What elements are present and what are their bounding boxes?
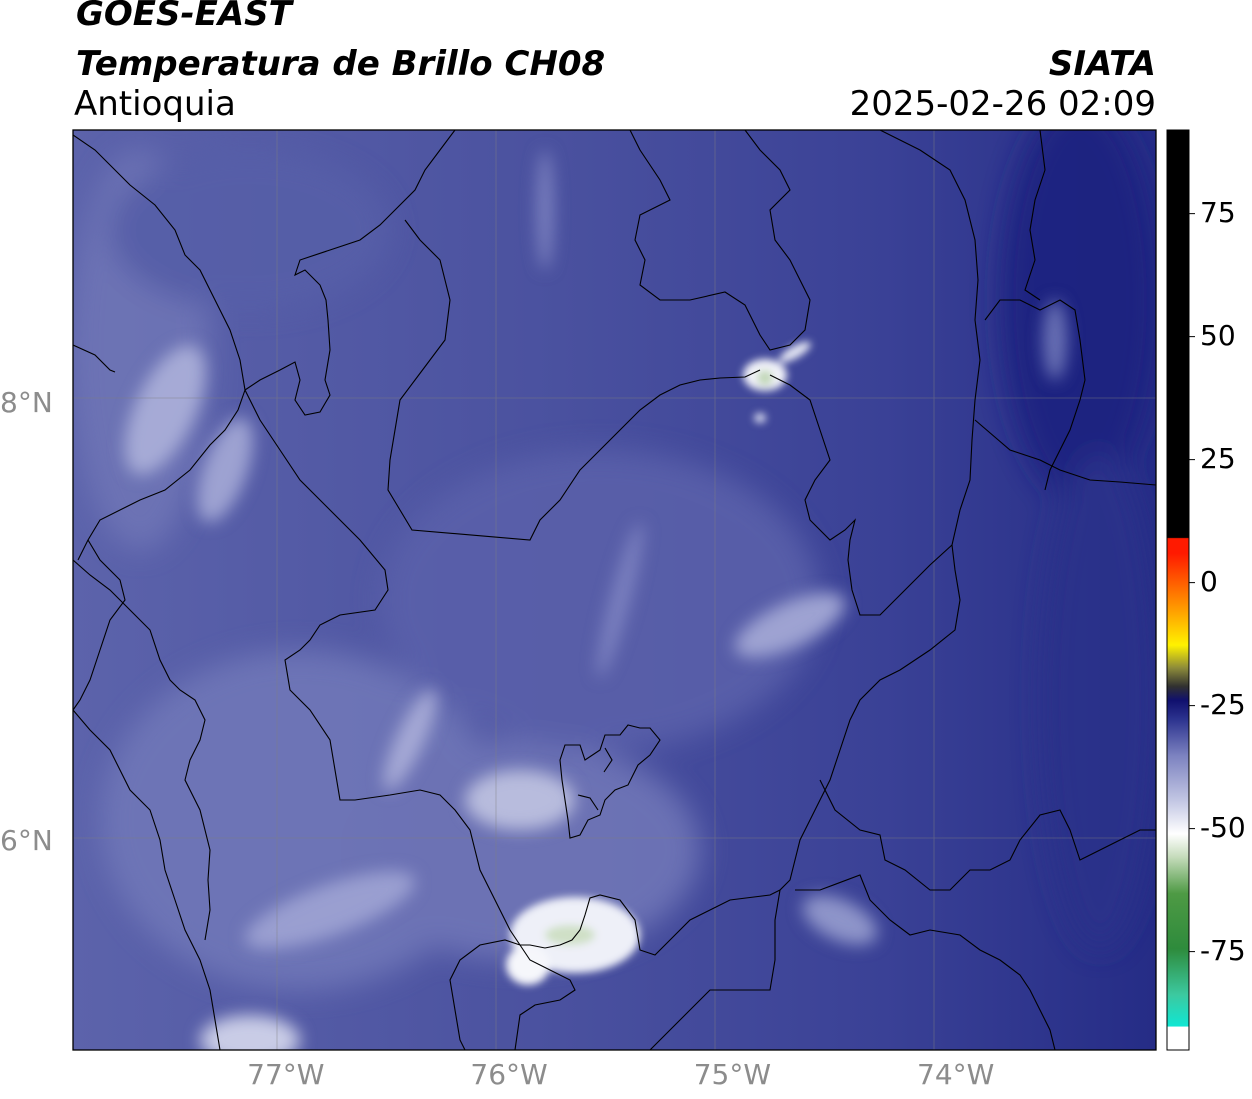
gridlines bbox=[73, 130, 1156, 1050]
border-west bbox=[73, 559, 211, 941]
border-choco-north bbox=[73, 539, 126, 711]
border-magdalena bbox=[879, 130, 981, 546]
boundaries bbox=[73, 130, 1156, 1050]
colorbar-tick-label: -25 bbox=[1200, 687, 1246, 721]
border-south-1 bbox=[819, 779, 1156, 891]
colorbar-tick-marks bbox=[1189, 213, 1195, 953]
satellite-title: GOES-EAST bbox=[76, 0, 292, 34]
map-frame bbox=[72, 129, 1157, 1051]
border-south-5 bbox=[514, 944, 576, 1050]
coastline-gulf bbox=[73, 344, 116, 373]
border-east bbox=[520, 374, 961, 956]
temperature-field bbox=[73, 130, 1156, 1050]
colorbar-frame bbox=[1166, 129, 1190, 1051]
colorbar-tick-label: 25 bbox=[1200, 441, 1236, 475]
colorbar-tick-label: 50 bbox=[1200, 318, 1236, 352]
product-title: Temperatura de Brillo CH08 bbox=[76, 44, 606, 84]
border-bolivar bbox=[629, 130, 811, 351]
colorbar bbox=[1167, 130, 1189, 1050]
x-tick-label: 76°W bbox=[470, 1058, 548, 1091]
y-tick-label: 8°N bbox=[0, 385, 53, 419]
y-tick-label: 6°N bbox=[0, 823, 53, 857]
border-santander-2 bbox=[984, 299, 1086, 491]
organization-label: SIATA bbox=[1048, 44, 1156, 84]
colorbar-tick-label: -50 bbox=[1200, 810, 1246, 844]
datetime-label: 2025-02-26 02:09 bbox=[849, 84, 1156, 124]
border-south-4 bbox=[449, 939, 521, 1050]
border-boyaca bbox=[1024, 130, 1046, 301]
border-choco bbox=[244, 389, 521, 946]
colorbar-tick-label: -75 bbox=[1200, 933, 1246, 967]
colorbar-tick-label: 75 bbox=[1200, 195, 1236, 229]
coastline-pacific bbox=[73, 709, 221, 1050]
x-tick-label: 74°W bbox=[917, 1058, 995, 1091]
border-valle-aburra bbox=[559, 724, 661, 839]
coastline-uraba bbox=[244, 130, 456, 416]
region-label: Antioquia bbox=[74, 84, 236, 124]
border-santander bbox=[974, 419, 1156, 486]
border-south-2 bbox=[795, 874, 1056, 1050]
border-valle-aburra-inner bbox=[577, 747, 613, 811]
border-cordoba bbox=[387, 219, 761, 541]
x-tick-label: 75°W bbox=[693, 1058, 772, 1091]
x-tick-label: 77°W bbox=[247, 1058, 325, 1091]
colorbar-tick-label: 0 bbox=[1200, 564, 1218, 598]
border-south-3 bbox=[649, 889, 781, 1050]
